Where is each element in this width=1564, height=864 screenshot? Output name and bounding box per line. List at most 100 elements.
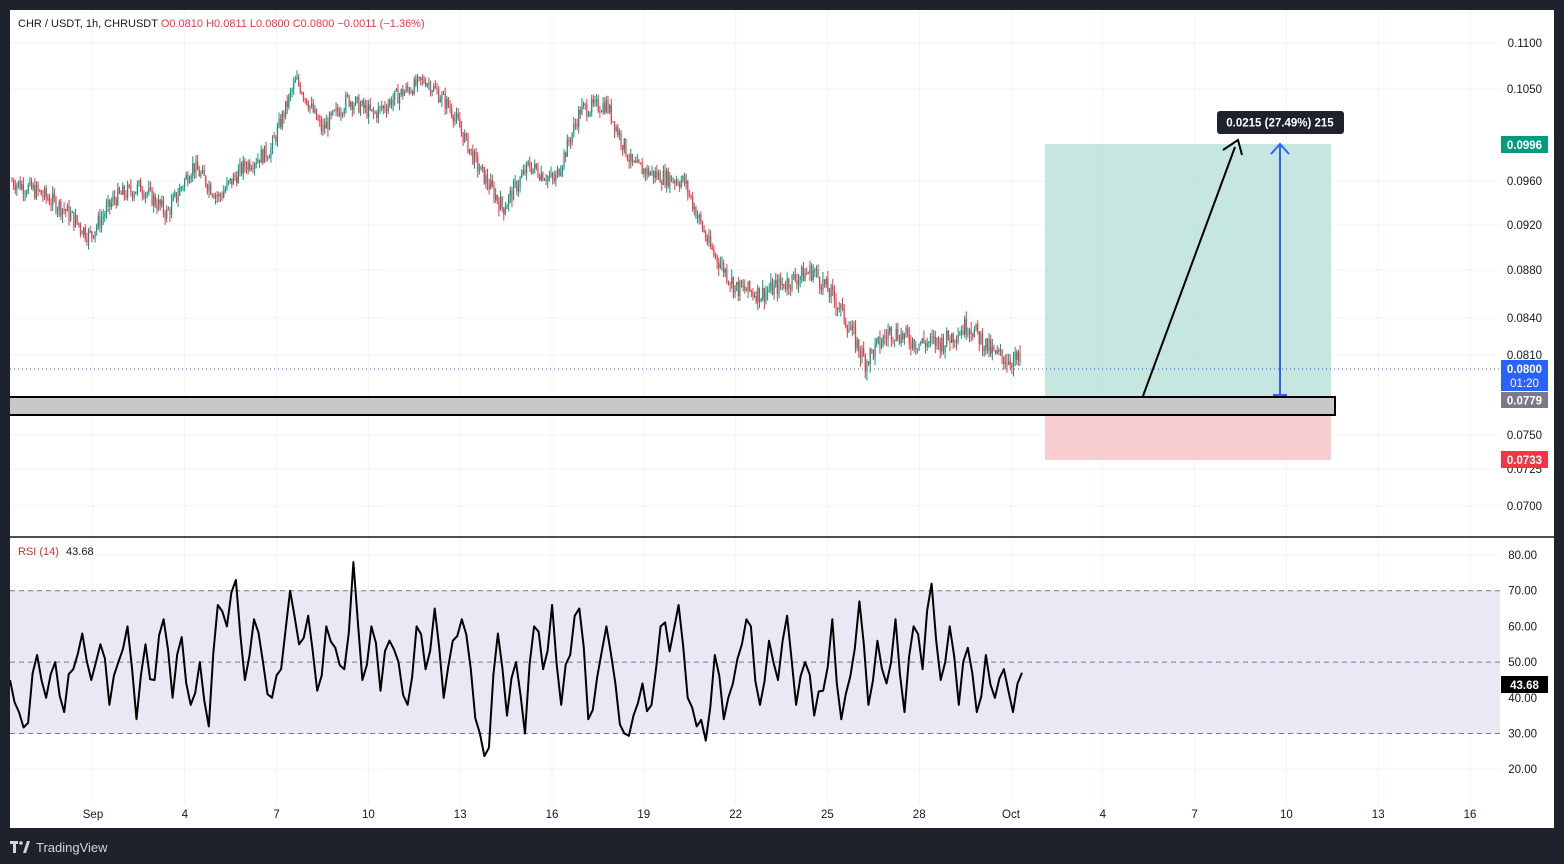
candle-body [791,274,793,290]
candle-body [586,104,588,117]
candle-body [110,202,112,208]
time-axis[interactable]: Sep 4 7 10 13 16 19 22 25 28 Oct 4 7 10 13 16 [83,809,1477,821]
candle-body [690,195,692,197]
candle-body [343,109,345,114]
candle-body [501,197,503,208]
candle-body [757,287,759,303]
candle-body [796,280,798,285]
candle-body [27,184,29,193]
candle-body [197,161,199,171]
candle-body [957,335,959,342]
candle-body [485,174,487,184]
candle-body [389,99,391,105]
candle-body [446,98,448,109]
candle-body [227,180,230,183]
candle-body [682,175,684,181]
price-tick-label: 0.0700 [1507,501,1542,513]
candle-body [731,277,733,285]
candle-body [771,281,774,295]
candle-body [324,124,326,129]
candle-body [182,186,184,188]
candle-body [869,349,871,365]
candle-body [677,180,679,185]
candle-body [284,101,287,118]
trend-arrow-line[interactable] [1142,146,1236,397]
candle-body [550,173,552,177]
candle-body [794,274,796,281]
symbol-line[interactable]: CHR / USDT, 1h, CHRUSDT [18,18,158,30]
candle-body [431,90,433,93]
candle-body [451,109,453,116]
rsi-axis[interactable]: 80.00 70.00 60.00 50.00 40.00 30.00 20.00 [1508,550,1537,776]
candle-body [115,199,117,206]
candle-body [753,296,756,298]
candle-body [716,255,718,263]
candle-body [455,113,458,118]
rsi-header: RSI (14) 43.68 [18,546,94,558]
candle-body [219,194,222,196]
candle-body [654,171,656,178]
candle-body [568,139,570,143]
candle-body [802,266,805,282]
candle-body [403,91,406,96]
candle-body [504,209,507,215]
candle-body [916,348,919,350]
rsi-tick-label: 50.00 [1508,657,1537,669]
candle-body [675,180,678,184]
candle-body [89,230,91,232]
footer: TradingView [10,836,108,858]
candle-body [944,345,946,352]
candle-body [322,124,324,131]
rsi-line[interactable] [10,561,1023,758]
candle-body [968,330,971,334]
candle-body [516,181,518,192]
candle-body [201,169,204,173]
candle-body [709,236,712,248]
candle-body [924,342,927,347]
candle-body [491,180,493,187]
candle-body [26,192,28,194]
candle-body [506,205,508,210]
candle-body [468,148,471,153]
candle-body [991,346,993,354]
candle-body [486,174,489,185]
candle-body [213,195,215,199]
candle-body [104,214,106,217]
candle-body [688,193,691,196]
candle-body [783,283,785,289]
candle-body [815,268,818,271]
rsi-label[interactable]: RSI (14) [18,546,59,558]
candle-body [617,127,619,136]
target-zone[interactable] [1045,144,1331,395]
candle-body [856,339,858,349]
candle-body [320,120,323,131]
candle-body [679,184,681,187]
candle-body [298,76,300,85]
candle-body [167,209,169,211]
candle-body [718,262,720,268]
candle-body [527,162,529,164]
candle-body [936,337,938,347]
candle-body [778,278,780,294]
candle-body [425,82,427,86]
time-tick-label: 7 [273,809,279,821]
support-zone[interactable] [10,396,1336,416]
candle-body [113,196,116,200]
tradingview-logo-icon[interactable] [10,841,30,853]
candle-body [525,162,528,174]
candle-body [151,188,153,206]
price-axis[interactable]: 0.1100 0.1050 0.0960 0.0920 0.0880 0.0840 0.08… [1507,38,1542,513]
candle-body [48,199,51,205]
candle-body [416,76,419,86]
price-chart[interactable]: 0.0215 (27.49%) 215 0.11000.10500.09600.… [10,10,1554,828]
candle-body [582,103,585,105]
candle-body [135,191,137,194]
candle-body [402,89,404,96]
candle-body [122,186,124,195]
candle-body [441,94,443,101]
candle-body [985,338,987,349]
candle-body [177,195,179,201]
candle-body [366,105,368,118]
candle-body [65,209,67,212]
candle-body [475,151,477,157]
